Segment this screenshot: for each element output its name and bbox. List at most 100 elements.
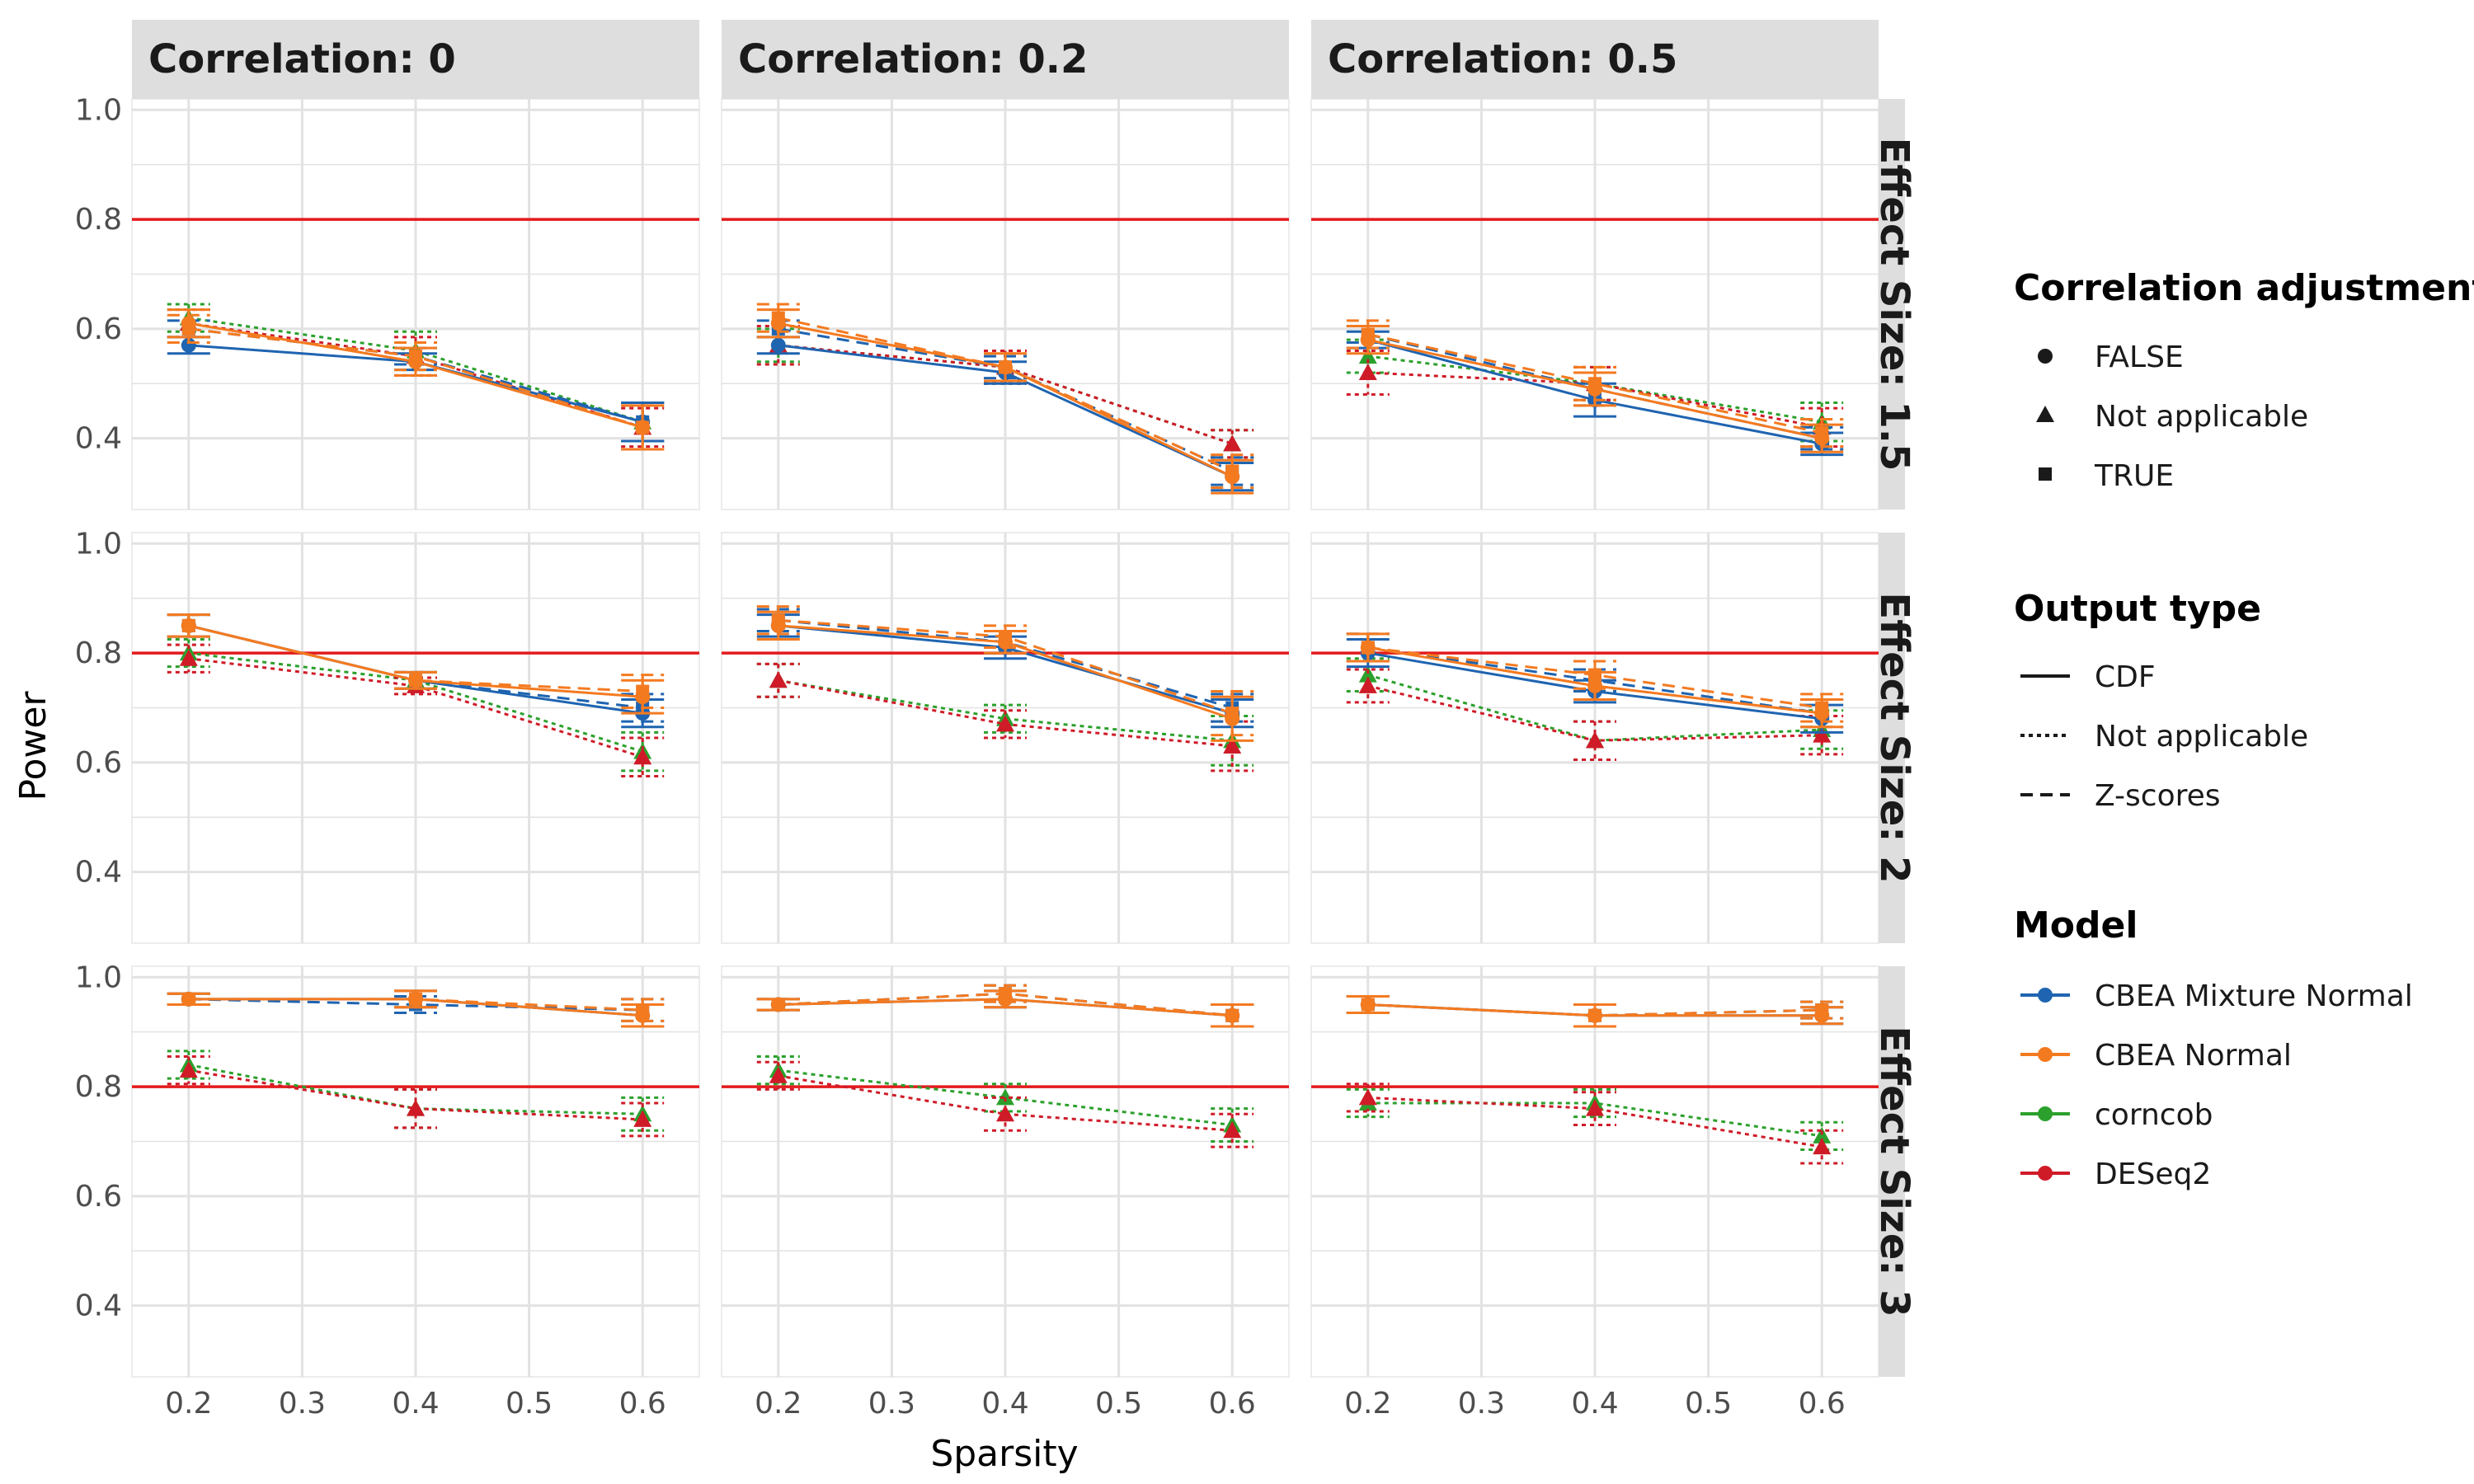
data-point-square [1815, 1003, 1829, 1017]
series-line [778, 679, 1233, 742]
error-bar [1800, 693, 1844, 723]
error-bar [1573, 1087, 1616, 1119]
legend-key-square [2039, 467, 2052, 481]
data-point-square [409, 674, 422, 688]
series-line [188, 657, 643, 758]
facet-strip-column [722, 20, 1289, 99]
data-point-square [1588, 668, 1602, 682]
facet-strip-label: Effect Size: 1.5 [1871, 138, 1917, 472]
series-cbea-normal-z-scores [167, 989, 665, 1022]
series-line [188, 317, 643, 424]
x-tick-label: 0.4 [392, 1387, 439, 1421]
error-bar [984, 352, 1027, 383]
error-bar [167, 1055, 210, 1086]
error-bar [1346, 1082, 1390, 1113]
data-point-triangle [179, 1061, 198, 1078]
data-point-square [1588, 377, 1602, 391]
facet-strip-row [1879, 966, 1905, 1377]
data-point-square [771, 998, 785, 1012]
axes-layer: Correlation: 0 Correlation: 0.2 Correlatio… [75, 20, 1917, 1421]
data-point-triangle [1358, 665, 1377, 683]
data-point-square [771, 613, 785, 627]
y-tick-label: 0.4 [75, 422, 122, 456]
series-cbea-normal-z-scores [167, 613, 665, 709]
error-bar [621, 674, 665, 709]
legend-label: DESeq2 [2095, 1158, 2211, 1191]
x-tick-label: 0.3 [279, 1387, 326, 1421]
data-point-square [181, 322, 195, 336]
series-line [1367, 674, 1823, 742]
series-line [1367, 1101, 1823, 1138]
error-bar [756, 1060, 800, 1091]
error-bar [621, 1101, 665, 1138]
data-point-square [636, 684, 650, 698]
error-bar [756, 303, 800, 333]
data-point-square [181, 618, 195, 632]
legend-dot-corncob [2038, 1106, 2053, 1121]
legend-output-type: Output type CDF Not applicable Z-scores [2014, 588, 2308, 813]
legend-label: Not applicable [2095, 400, 2308, 434]
data-point-triangle [1358, 347, 1377, 364]
error-bar [1211, 720, 1254, 773]
series-line [1367, 1096, 1823, 1148]
data-point-square [999, 630, 1012, 644]
facet-panel [1310, 532, 1879, 944]
series-cbea-normal-z-scores [1346, 319, 1844, 448]
legend-title-correlation-adjustment: Correlation adjustment [2014, 267, 2474, 309]
series-cbea-normal-z-scores [756, 303, 1254, 489]
error-bar [1211, 429, 1254, 459]
data-point-triangle [1813, 1126, 1832, 1144]
series-line [188, 624, 643, 709]
legend-key-triangle [2036, 406, 2054, 422]
series-line [778, 317, 1233, 472]
error-bar [1346, 668, 1390, 704]
legend-label: TRUE [2094, 459, 2174, 493]
series-deseq2-not-applicable [1346, 668, 1844, 762]
data-point-triangle [1223, 1121, 1242, 1139]
y-tick-label: 0.4 [75, 1289, 122, 1323]
data-point-triangle [769, 671, 788, 688]
error-bar [984, 703, 1027, 734]
data-point-square [1361, 327, 1375, 341]
facet-panel [1310, 965, 1879, 1378]
series-cbea-normal-z-scores [756, 605, 1254, 737]
facet-strip-row [1879, 99, 1905, 510]
data-point-triangle [179, 649, 198, 666]
data-point-triangle [1358, 364, 1377, 380]
data-point-square [1361, 641, 1375, 655]
y-tick-label: 1.0 [75, 93, 122, 127]
facet-panel [721, 532, 1290, 944]
x-tick-label: 0.6 [619, 1387, 666, 1421]
y-tick-label: 1.0 [75, 527, 122, 561]
series-line [778, 1074, 1233, 1132]
data-point-triangle [1586, 1099, 1604, 1116]
data-point-square [636, 1003, 650, 1017]
series-line [1367, 371, 1823, 429]
facet-panel [721, 965, 1290, 1378]
error-bar [756, 327, 800, 364]
series-line [188, 1068, 643, 1121]
series-cbea-normal-z-scores [756, 984, 1254, 1028]
data-point-triangle [996, 1105, 1014, 1122]
series-cbea-normal-z-scores [1346, 995, 1844, 1028]
x-tick-label: 0.5 [1095, 1387, 1142, 1421]
data-point-square [1361, 998, 1375, 1012]
error-bar [167, 643, 210, 674]
x-tick-label: 0.6 [1799, 1387, 1846, 1421]
facet-panel [131, 98, 700, 510]
error-bar [1346, 319, 1390, 350]
y-tick-label: 1.0 [75, 960, 122, 994]
error-bar [1800, 417, 1844, 448]
legend-dot-cbea-normal [2038, 1047, 2053, 1062]
facet-strip-label: Effect Size: 2 [1871, 592, 1917, 883]
data-point-triangle [769, 1066, 788, 1083]
x-tick-label: 0.3 [1458, 1387, 1505, 1421]
error-bar [167, 637, 210, 669]
data-point-square [1588, 1008, 1602, 1022]
legend-label: CBEA Mixture Normal [2095, 979, 2413, 1013]
legend-label: FALSE [2095, 340, 2184, 374]
error-bar [394, 340, 437, 372]
legend-label: CBEA Normal [2095, 1039, 2292, 1073]
y-tick-label: 0.8 [75, 203, 122, 237]
y-tick-label: 0.8 [75, 636, 122, 670]
